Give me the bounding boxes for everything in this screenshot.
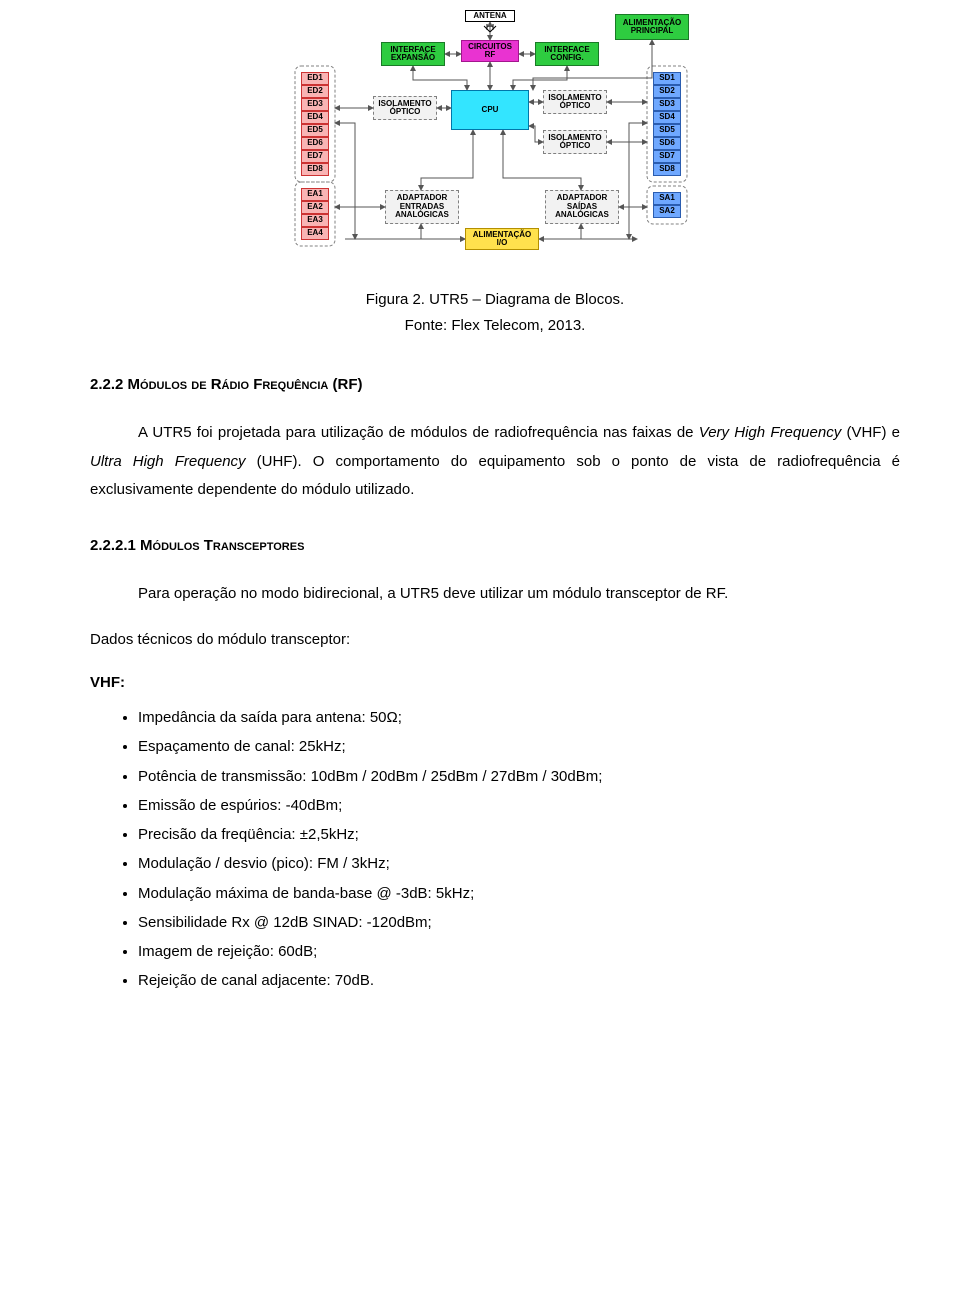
para-rf-ital2: Ultra High Frequency <box>90 453 246 470</box>
diagram-box-ea4: EA4 <box>301 227 329 240</box>
block-diagram: ANTENA ALIMENTAÇÃO PRINCIPAL CIRCUITOS RF I… <box>235 10 755 275</box>
diagram-box-interface_config: INTERFACE CONFIG. <box>535 42 599 66</box>
tx-data-label: Dados técnicos do módulo transceptor: <box>90 626 900 655</box>
diagram-box-sd7: SD7 <box>653 150 681 163</box>
vhf-spec-item: Modulação / desvio (pico): FM / 3kHz; <box>138 849 900 878</box>
diagram-box-cpu: CPU <box>451 90 529 130</box>
vhf-spec-item: Rejeição de canal adjacente: 70dB. <box>138 966 900 995</box>
diagram-box-sa1: SA1 <box>653 192 681 205</box>
vhf-spec-item: Modulação máxima de banda-base @ -3dB: 5… <box>138 879 900 908</box>
diagram-box-aliment_io: ALIMENTAÇÃO I/O <box>465 228 539 250</box>
vhf-label: VHF: <box>90 669 900 698</box>
subsection-title: Módulos Transceptores <box>140 537 304 554</box>
diagram-box-ed5: ED5 <box>301 124 329 137</box>
vhf-spec-item: Sensibilidade Rx @ 12dB SINAD: -120dBm; <box>138 908 900 937</box>
diagram-box-ea1: EA1 <box>301 188 329 201</box>
vhf-spec-list: Impedância da saída para antena: 50Ω;Esp… <box>90 703 900 996</box>
figure-caption: Figura 2. UTR5 – Diagrama de Blocos. Fon… <box>90 287 900 338</box>
diagram-box-interface_expansao: INTERFACE EXPANSÃO <box>381 42 445 66</box>
diagram-box-adapt_ent: ADAPTADOR ENTRADAS ANALÓGICAS <box>385 190 459 224</box>
para-rf-1a: A UTR5 foi projetada para utilização de … <box>138 424 699 441</box>
vhf-spec-item: Espaçamento de canal: 25kHz; <box>138 732 900 761</box>
diagram-box-ed6: ED6 <box>301 137 329 150</box>
paragraph-tx: Para operação no modo bidirecional, a UT… <box>90 580 900 609</box>
diagram-box-ed7: ED7 <box>301 150 329 163</box>
diagram-box-sd5: SD5 <box>653 124 681 137</box>
diagram-box-ed4: ED4 <box>301 111 329 124</box>
para-rf-ital1: Very High Frequency <box>699 424 841 441</box>
diagram-box-sd3: SD3 <box>653 98 681 111</box>
diagram-box-sd6: SD6 <box>653 137 681 150</box>
diagram-box-ed8: ED8 <box>301 163 329 176</box>
diagram-box-iso_right1: ISOLAMENTO ÓPTICO <box>543 90 607 114</box>
diagram-box-iso_left: ISOLAMENTO ÓPTICO <box>373 96 437 120</box>
diagram-box-ed3: ED3 <box>301 98 329 111</box>
diagram-box-adapt_sai: ADAPTADOR SAÍDAS ANALÓGICAS <box>545 190 619 224</box>
diagram-box-antena: ANTENA <box>465 10 515 22</box>
vhf-spec-item: Precisão da freqüência: ±2,5kHz; <box>138 820 900 849</box>
diagram-box-aliment_principal: ALIMENTAÇÃO PRINCIPAL <box>615 14 689 40</box>
subsection-heading-tx: 2.2.2.1 Módulos Transceptores <box>90 537 900 554</box>
section-number: 2.2.2 <box>90 376 128 393</box>
vhf-spec-item: Imagem de rejeição: 60dB; <box>138 937 900 966</box>
diagram-box-iso_right2: ISOLAMENTO ÓPTICO <box>543 130 607 154</box>
section-heading-rf: 2.2.2 Módulos de Rádio Frequência (RF) <box>90 376 900 393</box>
document-page: ANTENA ALIMENTAÇÃO PRINCIPAL CIRCUITOS RF I… <box>0 10 960 1036</box>
diagram-box-circuitos_rf: CIRCUITOS RF <box>461 40 519 62</box>
diagram-box-sd4: SD4 <box>653 111 681 124</box>
diagram-box-ea2: EA2 <box>301 201 329 214</box>
diagram-box-sd2: SD2 <box>653 85 681 98</box>
vhf-spec-item: Emissão de espúrios: -40dBm; <box>138 791 900 820</box>
diagram-box-ea3: EA3 <box>301 214 329 227</box>
subsection-number: 2.2.2.1 <box>90 537 140 554</box>
vhf-spec-item: Potência de transmissão: 10dBm / 20dBm /… <box>138 762 900 791</box>
paragraph-rf: A UTR5 foi projetada para utilização de … <box>90 419 900 505</box>
diagram-box-sd1: SD1 <box>653 72 681 85</box>
section-title: Módulos de Rádio Frequência (RF) <box>128 376 363 393</box>
diagram-box-ed1: ED1 <box>301 72 329 85</box>
diagram-box-sd8: SD8 <box>653 163 681 176</box>
caption-line-1: Figura 2. UTR5 – Diagrama de Blocos. <box>366 291 624 308</box>
caption-line-2: Fonte: Flex Telecom, 2013. <box>405 317 586 334</box>
block-diagram-wrap: ANTENA ALIMENTAÇÃO PRINCIPAL CIRCUITOS RF I… <box>90 10 900 275</box>
diagram-box-sa2: SA2 <box>653 205 681 218</box>
para-rf-1b: (VHF) e <box>841 424 900 441</box>
diagram-box-ed2: ED2 <box>301 85 329 98</box>
vhf-spec-item: Impedância da saída para antena: 50Ω; <box>138 703 900 732</box>
